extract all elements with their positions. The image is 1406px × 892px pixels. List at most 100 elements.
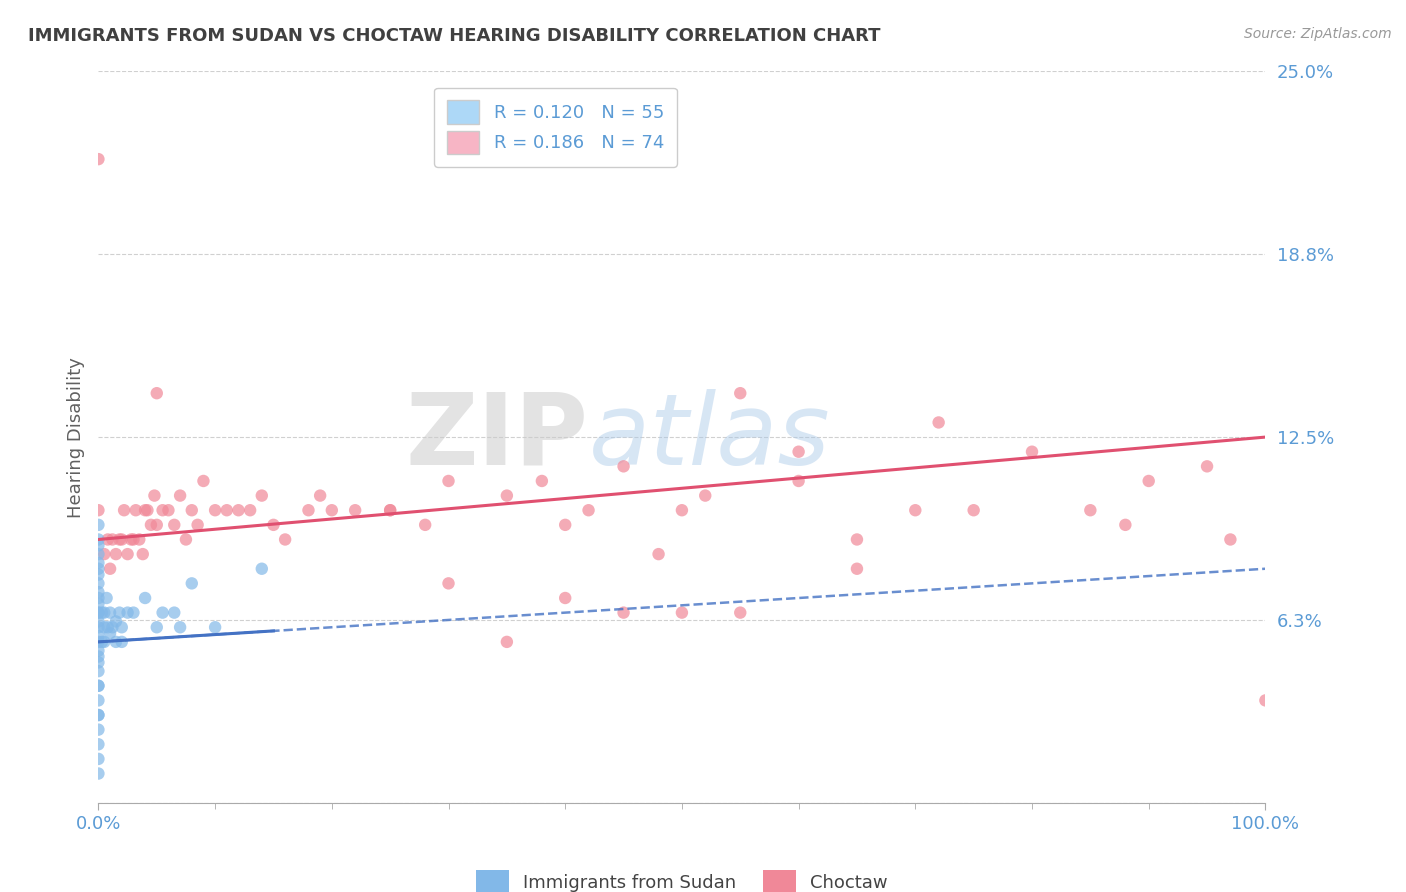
Point [146,620,169,634]
Point [132,547,155,561]
Point [496,489,519,503]
Point [96,591,118,605]
Point [157,503,180,517]
Point [104,547,127,561]
Point [187,517,209,532]
Point [180,503,202,517]
Point [787,444,810,458]
Point [87,708,110,723]
Point [904,503,927,517]
Point [1080,503,1102,517]
Y-axis label: Hearing Disability: Hearing Disability [66,357,84,517]
Point [87,547,110,561]
Point [174,533,197,547]
Point [169,620,191,634]
Text: Source: ZipAtlas.com: Source: ZipAtlas.com [1244,27,1392,41]
Point [87,737,110,751]
Point [647,547,669,561]
Point [437,474,460,488]
Point [1114,517,1136,532]
Point [87,567,110,582]
Point [204,503,226,517]
Point [344,503,367,517]
Point [578,503,600,517]
Point [134,503,156,517]
Point [152,503,174,517]
Point [87,591,110,605]
Point [671,606,693,620]
Point [104,635,127,649]
Point [262,517,284,532]
Point [87,643,110,657]
Point [928,416,950,430]
Point [87,576,110,591]
Point [104,615,127,629]
Point [87,585,110,599]
Point [274,533,297,547]
Point [125,503,148,517]
Point [93,635,115,649]
Point [90,635,112,649]
Point [554,591,576,605]
Point [87,629,110,643]
Point [321,503,343,517]
Point [87,606,110,620]
Point [117,547,139,561]
Point [228,503,250,517]
Point [87,533,110,547]
Point [1021,444,1043,458]
Point [101,620,124,634]
Point [87,679,110,693]
Point [87,635,110,649]
Point [554,517,576,532]
Point [98,562,121,576]
Point [93,606,115,620]
Point [87,152,110,166]
Point [87,766,110,780]
Text: IMMIGRANTS FROM SUDAN VS CHOCTAW HEARING DISABILITY CORRELATION CHART: IMMIGRANTS FROM SUDAN VS CHOCTAW HEARING… [28,27,880,45]
Point [97,620,120,634]
Point [204,620,226,634]
Point [180,576,202,591]
Point [215,503,238,517]
Point [496,635,519,649]
Point [136,503,159,517]
Point [111,635,134,649]
Legend: Immigrants from Sudan, Choctaw: Immigrants from Sudan, Choctaw [468,863,896,892]
Point [87,503,110,517]
Point [87,620,110,634]
Point [1137,474,1160,488]
Point [87,649,110,664]
Point [87,693,110,707]
Point [163,517,186,532]
Point [90,606,112,620]
Point [87,556,110,570]
Point [87,562,110,576]
Point [111,533,134,547]
Point [1254,693,1277,707]
Point [117,606,139,620]
Point [671,503,693,517]
Point [87,664,110,678]
Point [101,533,124,547]
Point [87,656,110,670]
Point [695,489,717,503]
Point [1195,459,1218,474]
Point [309,489,332,503]
Point [87,517,110,532]
Point [87,723,110,737]
Point [120,533,142,547]
Point [962,503,984,517]
Point [98,606,121,620]
Point [613,459,636,474]
Point [730,386,752,401]
Point [437,576,460,591]
Point [87,538,110,552]
Point [93,547,115,561]
Point [93,620,115,634]
Point [250,562,273,576]
Point [87,606,110,620]
Point [193,474,215,488]
Point [297,503,319,517]
Point [122,606,145,620]
